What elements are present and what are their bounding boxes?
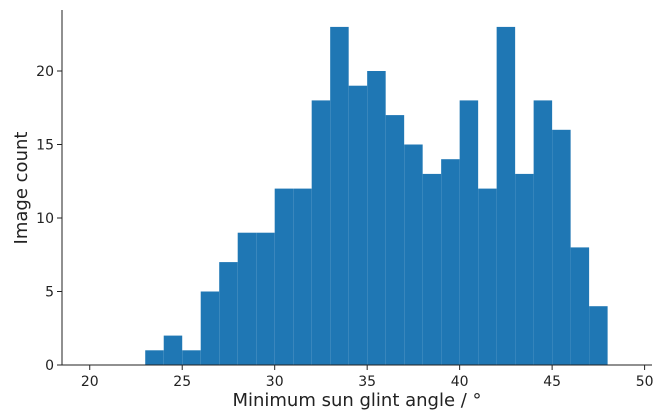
bar [515,173,534,365]
bar [182,350,201,365]
y-tick-label: 0 [45,358,54,374]
bar [311,100,331,366]
bar [145,350,164,365]
y-axis-title: Image count [11,132,32,245]
x-tick-label: 35 [358,374,376,390]
bar [237,232,257,365]
bar [330,26,349,366]
x-tick-label: 50 [636,374,654,390]
x-axis-title: Minimum sun glint angle / ° [232,390,481,411]
bar [478,188,497,365]
x-tick-label: 45 [543,374,561,390]
x-tick-label: 30 [266,374,284,390]
bar [422,173,442,365]
bar [219,262,238,365]
bar [496,26,516,366]
bar [163,335,183,365]
bar [256,232,275,365]
bar [385,115,405,366]
bar [589,306,608,365]
bar [570,247,590,365]
bar [367,71,386,365]
bar [459,100,479,366]
x-tick-label: 25 [173,374,191,390]
bar [293,188,312,365]
y-tick-label: 10 [36,211,54,227]
y-tick-label: 15 [36,138,54,154]
x-tick-label: 40 [451,374,469,390]
bar [441,159,460,365]
x-tick-label: 20 [81,374,99,390]
bar [348,85,368,366]
bar [533,100,553,366]
bar [552,129,571,365]
bar [200,291,220,365]
y-tick-label: 20 [36,64,54,80]
bar [274,188,294,365]
y-tick-label: 5 [45,285,54,301]
bar [404,144,423,365]
